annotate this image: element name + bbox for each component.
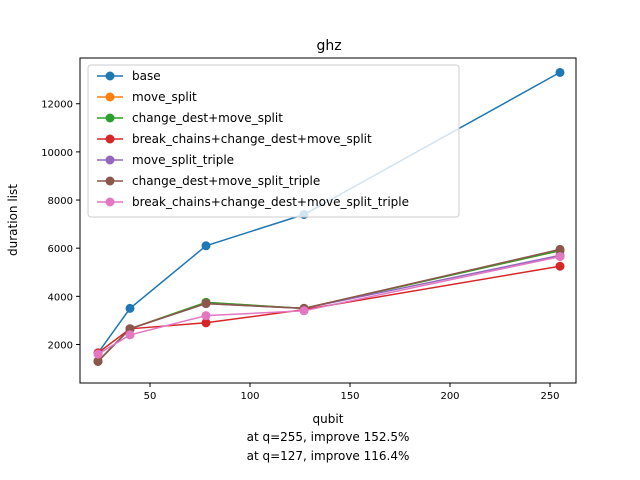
plot-marks <box>93 67 565 366</box>
data-point <box>201 241 211 251</box>
y-tick-label: 2000 <box>48 340 73 351</box>
legend-item: change_dest+move_split_triple <box>97 174 320 188</box>
data-point <box>125 303 135 313</box>
data-point <box>201 318 211 328</box>
legend-swatch-marker <box>105 134 115 144</box>
legend-item: break_chains+change_dest+move_split <box>97 132 372 146</box>
legend-swatch-marker <box>105 176 115 186</box>
plot-frame <box>79 57 577 384</box>
data-point <box>555 67 565 77</box>
x-tick-label: 100 <box>240 391 259 402</box>
y-tick-label: 12000 <box>41 100 73 111</box>
legend-label: move_split_triple <box>132 153 234 167</box>
note-improve-q255: at q=255, improve 152.5% <box>247 430 410 444</box>
x-tick-label: 50 <box>144 391 157 402</box>
legend-swatch-marker <box>105 113 115 123</box>
legend-label: move_split <box>132 90 197 104</box>
legend-item: base <box>97 69 161 83</box>
legend-swatch-marker <box>105 155 115 165</box>
legend-swatch-marker <box>105 92 115 102</box>
data-point <box>299 306 309 316</box>
x-tick-label: 250 <box>540 391 559 402</box>
legend-label: change_dest+move_split <box>132 111 283 125</box>
legend-item: change_dest+move_split <box>97 111 283 125</box>
y-axis-ticks: 2000 4000 6000 8000 10000 12000 <box>41 100 80 351</box>
data-point <box>555 252 565 262</box>
note-improve-q127: at q=127, improve 116.4% <box>247 449 410 463</box>
x-axis-ticks: 50 100 150 200 250 <box>144 383 560 402</box>
data-point <box>201 299 211 309</box>
y-tick-label: 4000 <box>48 292 73 303</box>
legend-swatch-marker <box>105 71 115 81</box>
x-tick-label: 200 <box>440 391 459 402</box>
legend-label: break_chains+change_dest+move_split <box>132 132 372 146</box>
series-line <box>97 265 561 354</box>
y-tick-label: 10000 <box>41 148 73 159</box>
data-point <box>93 356 103 366</box>
legend-swatch-marker <box>105 197 115 207</box>
series <box>93 261 565 358</box>
x-tick-label: 150 <box>340 391 359 402</box>
series-line <box>97 255 561 355</box>
legend-item: move_split <box>97 90 197 104</box>
data-point <box>93 349 103 359</box>
series <box>93 252 565 359</box>
legend-label: base <box>132 69 161 83</box>
data-point <box>555 261 565 271</box>
legend: base move_split change_dest+move_splitbrea… <box>87 64 460 218</box>
y-axis-label: duration list <box>6 184 20 256</box>
data-point <box>201 311 211 321</box>
chart-title: ghz <box>316 38 341 54</box>
data-point <box>125 330 135 340</box>
y-tick-label: 6000 <box>48 244 73 255</box>
legend-label: change_dest+move_split_triple <box>132 174 320 188</box>
x-axis-label: qubit <box>313 412 344 426</box>
legend-label: break_chains+change_dest+move_split_trip… <box>132 195 409 209</box>
legend-box <box>87 64 460 218</box>
series <box>93 250 565 366</box>
data-point <box>555 244 565 254</box>
legend-item: move_split_triple <box>97 153 234 167</box>
legend-item: break_chains+change_dest+move_split_trip… <box>97 195 409 209</box>
y-tick-label: 8000 <box>48 196 73 207</box>
